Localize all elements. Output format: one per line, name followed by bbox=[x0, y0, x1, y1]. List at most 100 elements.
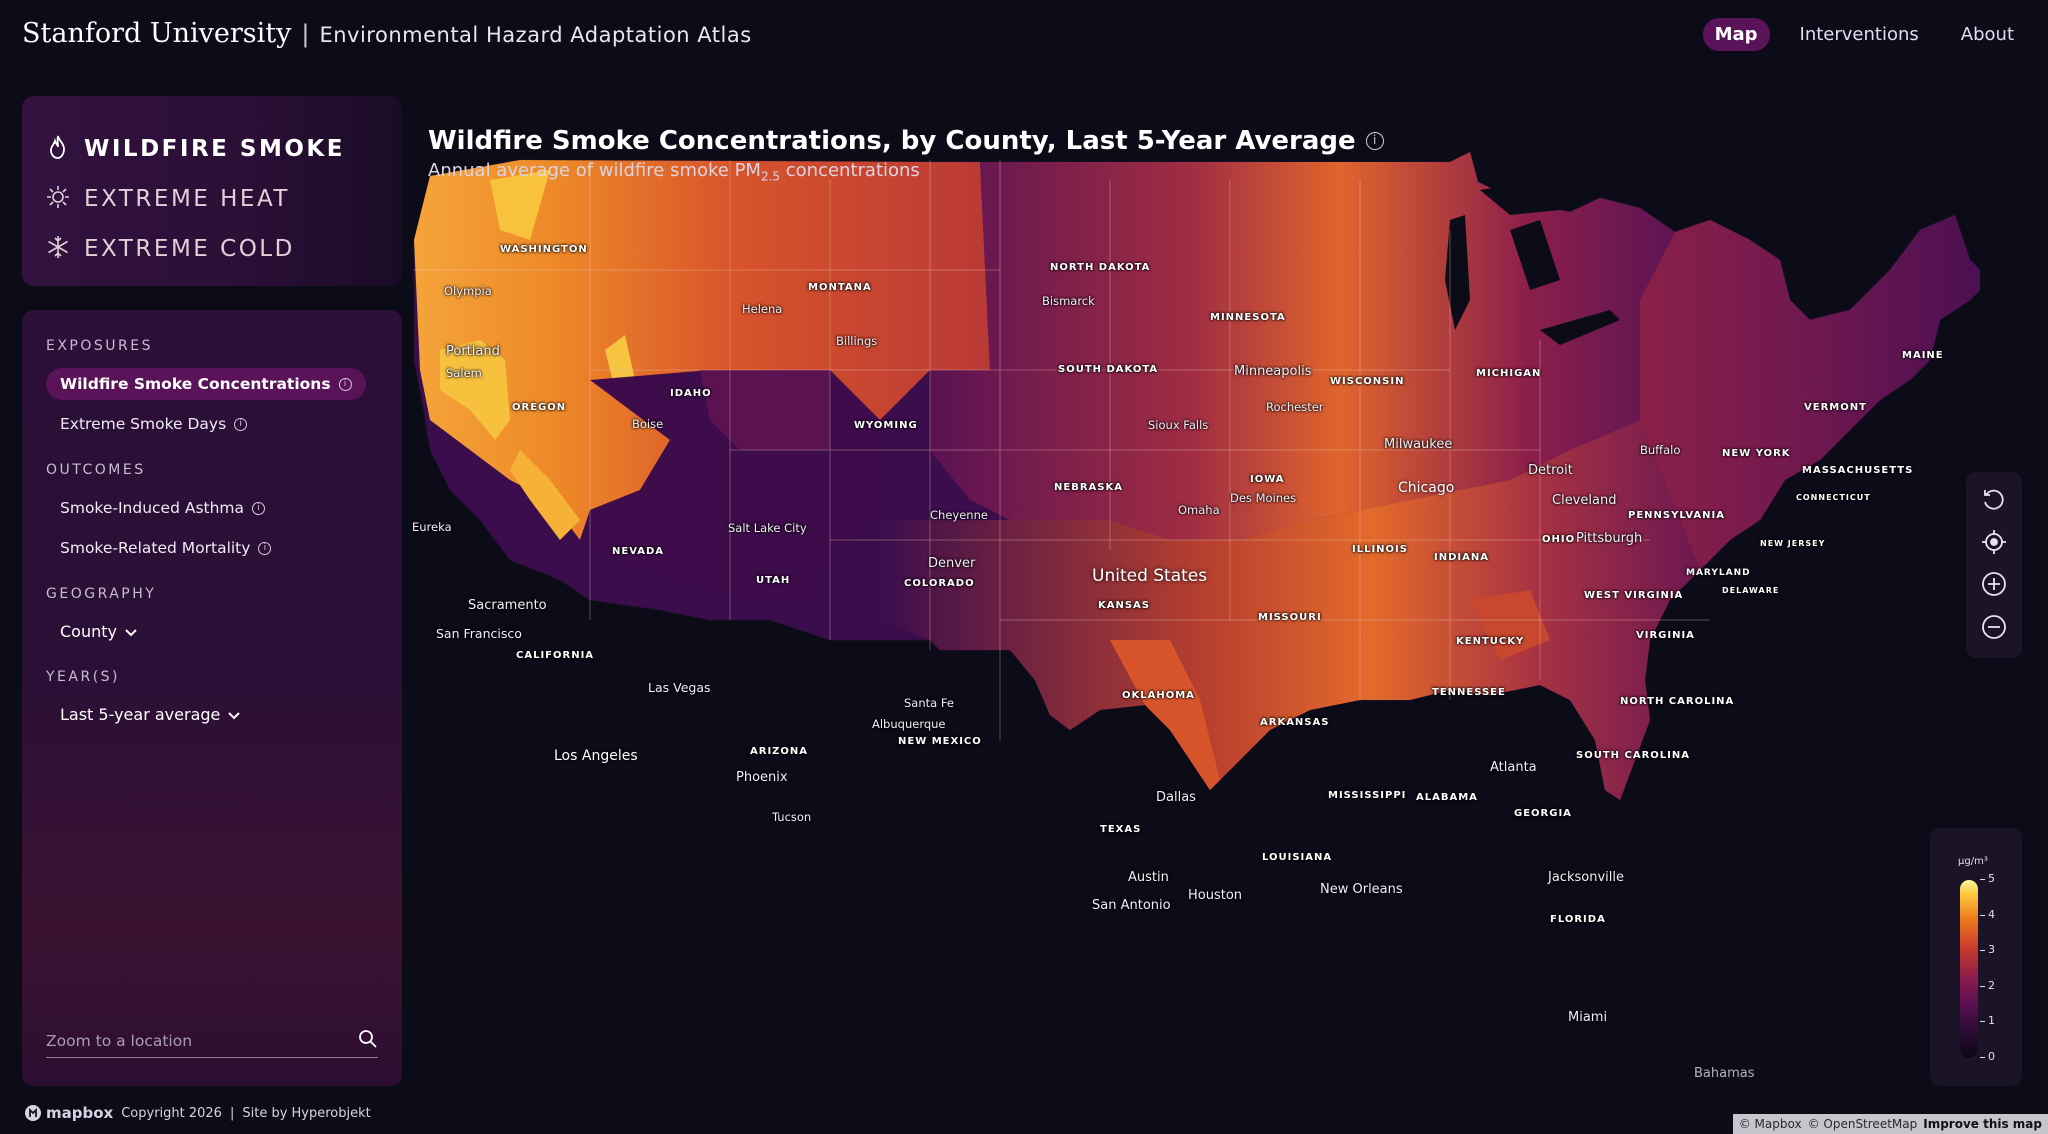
city-label: Las Vegas bbox=[648, 680, 711, 695]
option-label: Extreme Smoke Days bbox=[60, 415, 227, 433]
flame-icon bbox=[46, 134, 70, 164]
brand-separator: | bbox=[301, 20, 310, 48]
copyright-text: Copyright 2026 bbox=[121, 1105, 222, 1121]
state-label: TEXAS bbox=[1100, 824, 1142, 835]
state-label: ALABAMA bbox=[1416, 792, 1478, 803]
nav-map[interactable]: Map bbox=[1702, 18, 1770, 51]
site-credit-link[interactable]: Site by Hyperobjekt bbox=[242, 1105, 371, 1121]
state-label: SOUTH DAKOTA bbox=[1058, 364, 1157, 375]
map-controls bbox=[1966, 472, 2022, 658]
info-icon[interactable]: i bbox=[234, 417, 248, 431]
reset-rotation-icon bbox=[1981, 486, 2007, 516]
search-icon[interactable] bbox=[358, 1029, 378, 1053]
city-label: Omaha bbox=[1178, 503, 1220, 517]
improve-map-link[interactable]: Improve this map bbox=[1923, 1117, 2042, 1131]
filter-panel: EXPOSURES Wildfire Smoke Concentrations i… bbox=[22, 310, 402, 1086]
attribution-osm-link[interactable]: © OpenStreetMap bbox=[1807, 1117, 1918, 1131]
option-label: Smoke-Induced Asthma bbox=[60, 499, 245, 517]
state-label: DELAWARE bbox=[1722, 586, 1780, 595]
reset-rotation-button[interactable] bbox=[1977, 484, 2011, 518]
city-label: Sacramento bbox=[468, 598, 547, 613]
years-title: YEAR(S) bbox=[46, 669, 121, 685]
region-south bbox=[880, 420, 1700, 800]
footer-separator: | bbox=[229, 1105, 235, 1121]
hazard-extreme-cold[interactable]: EXTREME COLD bbox=[46, 224, 402, 274]
state-label: WASHINGTON bbox=[500, 244, 588, 255]
option-smoke-induced-asthma[interactable]: Smoke-Induced Asthma i bbox=[46, 492, 279, 524]
subtitle-text-end: concentrations bbox=[780, 160, 920, 181]
legend-unit: µg/m³ bbox=[1958, 856, 1988, 867]
geography-title: GEOGRAPHY bbox=[46, 586, 157, 602]
region-wa-hot bbox=[490, 170, 550, 240]
city-label: Cheyenne bbox=[930, 508, 988, 522]
region-nv-hot bbox=[510, 450, 580, 540]
region-plains bbox=[930, 152, 1675, 540]
state-label: UTAH bbox=[756, 575, 791, 586]
hazard-wildfire-smoke[interactable]: WILDFIRE SMOKE bbox=[46, 124, 402, 174]
exposures-section: EXPOSURES Wildfire Smoke Concentrations i… bbox=[46, 338, 378, 440]
footer: mapbox Copyright 2026 | Site by Hyperobj… bbox=[24, 1104, 371, 1122]
nav-about[interactable]: About bbox=[1960, 24, 2014, 45]
city-label: Salt Lake City bbox=[728, 521, 807, 535]
attribution-mapbox-link[interactable]: © Mapbox bbox=[1738, 1117, 1802, 1131]
legend: µg/m³ 5 4 3 2 1 0 bbox=[1930, 828, 2022, 1086]
state-label: NEW YORK bbox=[1722, 448, 1791, 459]
option-wildfire-smoke-concentrations[interactable]: Wildfire Smoke Concentrations i bbox=[46, 368, 366, 400]
state-label: CONNECTICUT bbox=[1796, 493, 1871, 502]
bahamas-label: Bahamas bbox=[1694, 1066, 1755, 1081]
sun-icon bbox=[46, 185, 70, 213]
city-label: Olympia bbox=[444, 284, 492, 298]
university-name: Stanford University bbox=[22, 18, 292, 49]
years-section: YEAR(S) Last 5-year average bbox=[46, 669, 378, 730]
option-smoke-related-mortality[interactable]: Smoke-Related Mortality i bbox=[46, 532, 285, 564]
map-canvas[interactable] bbox=[410, 120, 1991, 1080]
legend-tick: 3 bbox=[1980, 943, 1995, 956]
city-label: Buffalo bbox=[1640, 443, 1681, 457]
years-dropdown[interactable]: Last 5-year average bbox=[46, 699, 254, 730]
info-icon[interactable]: i bbox=[258, 541, 272, 555]
state-label: NEBRASKA bbox=[1054, 482, 1123, 493]
city-label: Billings bbox=[836, 334, 878, 348]
state-label: NORTH DAKOTA bbox=[1050, 262, 1149, 273]
city-label: New Orleans bbox=[1320, 882, 1403, 897]
zoom-out-button[interactable] bbox=[1977, 612, 2011, 646]
geography-dropdown[interactable]: County bbox=[46, 616, 151, 647]
locate-button[interactable] bbox=[1977, 527, 2011, 561]
option-extreme-smoke-days[interactable]: Extreme Smoke Days i bbox=[46, 408, 261, 440]
major-city-label: Chicago bbox=[1398, 480, 1455, 496]
legend-tick: 0 bbox=[1980, 1050, 1995, 1063]
nav-interventions[interactable]: Interventions bbox=[1799, 24, 1919, 45]
map-attribution: © Mapbox © OpenStreetMap Improve this ma… bbox=[1732, 1114, 2048, 1134]
city-label: Pittsburgh bbox=[1576, 531, 1643, 546]
subtitle-subscript: 2.5 bbox=[760, 169, 781, 184]
option-label: Smoke-Related Mortality bbox=[60, 539, 251, 557]
zoom-in-button[interactable] bbox=[1977, 569, 2011, 603]
legend-tick: 1 bbox=[1980, 1014, 1995, 1027]
state-label: NEW JERSEY bbox=[1760, 539, 1826, 548]
header: Stanford University | Environmental Haza… bbox=[0, 0, 2048, 72]
mapbox-logo[interactable]: mapbox bbox=[24, 1104, 113, 1122]
geography-value: County bbox=[60, 622, 117, 641]
brand[interactable]: Stanford University | Environmental Haza… bbox=[22, 18, 752, 49]
city-label: Des Moines bbox=[1230, 491, 1297, 505]
info-icon[interactable]: i bbox=[338, 377, 352, 391]
info-icon[interactable]: i bbox=[252, 501, 266, 515]
city-label: Cleveland bbox=[1552, 493, 1617, 508]
geography-section: GEOGRAPHY County bbox=[46, 586, 378, 647]
city-label: Austin bbox=[1128, 870, 1169, 885]
state-label: ILLINOIS bbox=[1352, 544, 1408, 555]
location-search-input[interactable] bbox=[46, 1031, 358, 1050]
locate-icon bbox=[1981, 529, 2007, 559]
atlas-title: Environmental Hazard Adaptation Atlas bbox=[319, 23, 752, 47]
state-label: KANSAS bbox=[1098, 600, 1151, 611]
info-icon[interactable]: i bbox=[1365, 132, 1384, 150]
state-label: MINNESOTA bbox=[1210, 312, 1286, 323]
city-label: Miami bbox=[1568, 1010, 1608, 1025]
legend-tick: 2 bbox=[1980, 979, 1995, 992]
us-choropleth-map[interactable] bbox=[410, 120, 1991, 1080]
state-label: INDIANA bbox=[1434, 552, 1489, 563]
chevron-down-icon bbox=[125, 622, 137, 641]
hazard-extreme-heat[interactable]: EXTREME HEAT bbox=[46, 174, 402, 224]
region-south-texas bbox=[1110, 640, 1220, 790]
